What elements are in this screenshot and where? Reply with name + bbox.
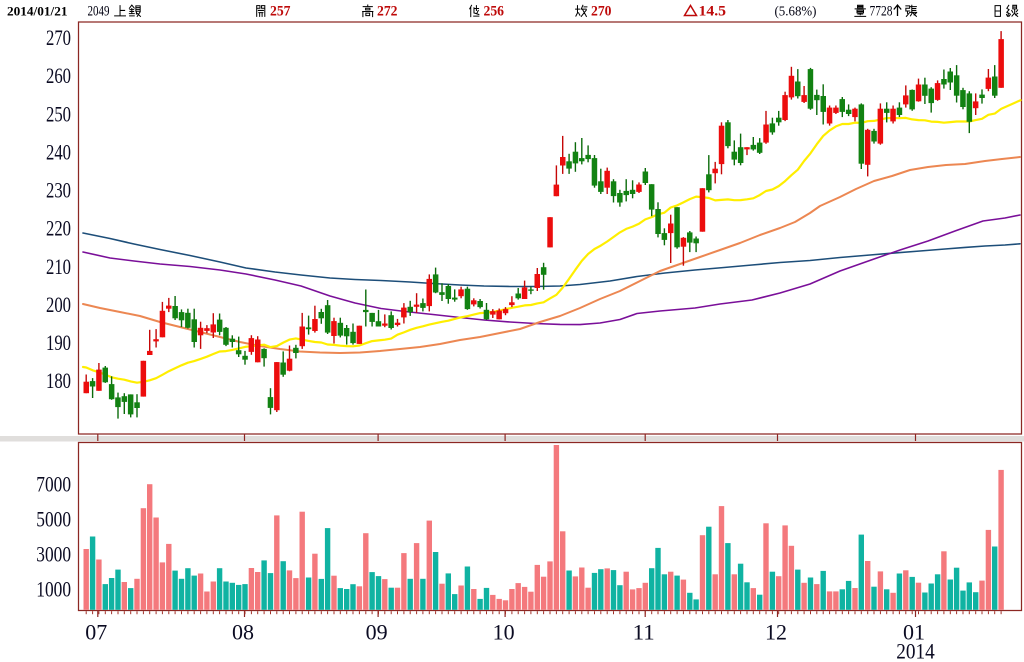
svg-text:210: 210 [46, 254, 71, 279]
svg-text:2014: 2014 [896, 638, 935, 662]
svg-text:260: 260 [46, 63, 71, 88]
svg-text:270: 270 [46, 25, 71, 50]
svg-text:2014/01/21: 2014/01/21 [7, 4, 68, 19]
svg-text:(5.68%): (5.68%) [775, 5, 817, 20]
svg-text:257: 257 [270, 4, 291, 20]
svg-text:270: 270 [591, 4, 612, 20]
svg-text:256: 256 [484, 4, 505, 20]
svg-text:14.5: 14.5 [699, 4, 727, 20]
svg-text:07: 07 [85, 620, 107, 645]
svg-text:180: 180 [46, 368, 71, 393]
svg-text:12: 12 [765, 620, 787, 645]
svg-text:11: 11 [633, 620, 655, 645]
svg-text:272: 272 [377, 4, 398, 20]
svg-text:3000: 3000 [36, 541, 71, 566]
svg-text:200: 200 [46, 292, 71, 317]
svg-text:7728: 7728 [870, 4, 893, 20]
svg-text:250: 250 [46, 101, 71, 126]
svg-text:7000: 7000 [36, 471, 71, 496]
svg-text:220: 220 [46, 216, 71, 241]
svg-text:08: 08 [232, 620, 254, 645]
svg-text:2049: 2049 [88, 4, 110, 20]
svg-text:190: 190 [46, 330, 71, 355]
svg-text:01: 01 [903, 620, 925, 645]
svg-text:240: 240 [46, 139, 71, 164]
svg-text:09: 09 [366, 620, 388, 645]
svg-text:10: 10 [493, 620, 515, 645]
svg-text:1000: 1000 [36, 576, 71, 601]
svg-text:230: 230 [46, 178, 71, 203]
svg-text:5000: 5000 [36, 506, 71, 531]
